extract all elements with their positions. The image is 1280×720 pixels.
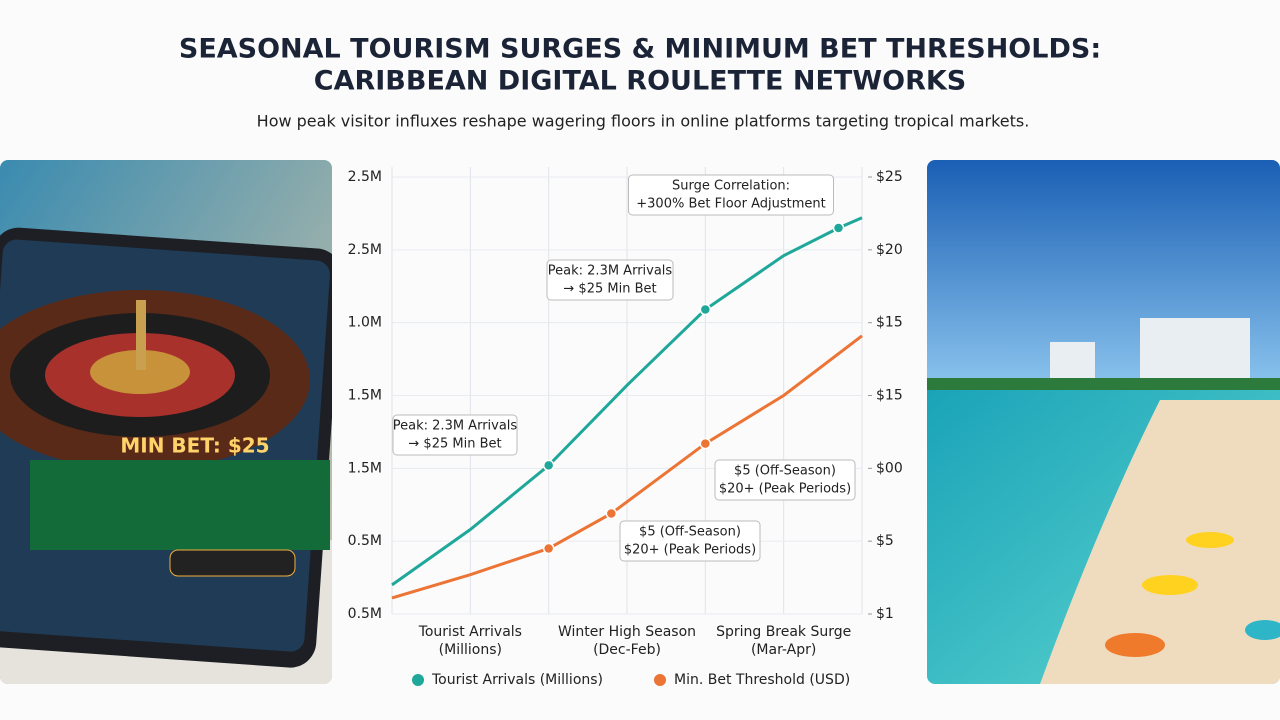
chart: 0.5M 0.5M 1.5M 1.5M 1.0M 2.5M 2.5M $1 $5 $00 $15 $1…	[348, 167, 903, 688]
annotation-box	[628, 174, 834, 216]
x-category-label: (Dec-Feb)	[593, 642, 661, 658]
data-point	[699, 303, 712, 316]
roulette-image: MIN BET: $25	[0, 160, 332, 684]
annotation-text: Peak: 2.3M Arrivals	[393, 419, 518, 434]
data-point	[542, 459, 555, 472]
annotation-text: $5 (Off-Season)	[639, 525, 741, 540]
annotation-text: $20+ (Peak Periods)	[624, 543, 756, 558]
annotation-text: Peak: 2.3M Arrivals	[548, 264, 673, 279]
title: SEASONAL TOURISM SURGES & MINIMUM BET TH…	[179, 34, 1101, 65]
beach-image	[927, 160, 1280, 684]
data-point	[699, 437, 712, 450]
x-category-label: Winter High Season	[558, 624, 696, 640]
data-point	[542, 542, 555, 555]
y-tick-label: 1.5M	[348, 460, 382, 476]
annotation-box	[714, 459, 856, 501]
annotation-text: +300% Bet Floor Adjustment	[636, 197, 825, 212]
y2-tick-label: $25	[876, 169, 903, 185]
y2-tick-label: $1	[876, 606, 894, 622]
legend-label: Tourist Arrivals (Millions)	[431, 672, 603, 688]
y2-tick-label: $00	[876, 460, 903, 476]
x-category-label: Tourist Arrivals	[418, 624, 522, 640]
legend-label: Min. Bet Threshold (USD)	[674, 672, 850, 688]
annotation-box	[392, 414, 518, 456]
y2-tick-label: $15	[876, 315, 903, 331]
y2-tick-label: $5	[876, 533, 894, 549]
annotation-text: → $25 Min Bet	[563, 282, 656, 297]
annotation-text: $5 (Off-Season)	[734, 464, 836, 479]
legend-marker	[654, 674, 666, 686]
title: CARIBBEAN DIGITAL ROULETTE NETWORKS	[314, 66, 967, 97]
y-tick-label: 1.0M	[348, 315, 382, 331]
x-category-label: Spring Break Surge	[716, 624, 851, 640]
data-point	[605, 507, 618, 520]
annotation-text: $20+ (Peak Periods)	[719, 482, 851, 497]
x-category-label: (Mar-Apr)	[751, 642, 816, 658]
image-text: MIN BET: $25	[120, 434, 269, 458]
annotation-text: Surge Correlation:	[672, 179, 790, 194]
x-category-label: (Millions)	[439, 642, 502, 658]
data-point	[832, 222, 845, 234]
annotation-text: → $25 Min Bet	[408, 437, 501, 452]
subtitle: How peak visitor influxes reshape wageri…	[257, 112, 1030, 131]
y-tick-label: 2.5M	[348, 242, 382, 258]
legend-marker	[412, 674, 424, 686]
series-line	[391, 216, 863, 587]
y2-tick-label: $20	[876, 242, 903, 258]
annotation-box	[619, 520, 761, 562]
y-tick-label: 2.5M	[348, 169, 382, 185]
y-tick-label: 0.5M	[348, 606, 382, 622]
y-tick-label: 0.5M	[348, 533, 382, 549]
annotation-box	[546, 259, 674, 301]
y-tick-label: 1.5M	[348, 388, 382, 404]
y2-tick-label: $15	[876, 388, 903, 404]
